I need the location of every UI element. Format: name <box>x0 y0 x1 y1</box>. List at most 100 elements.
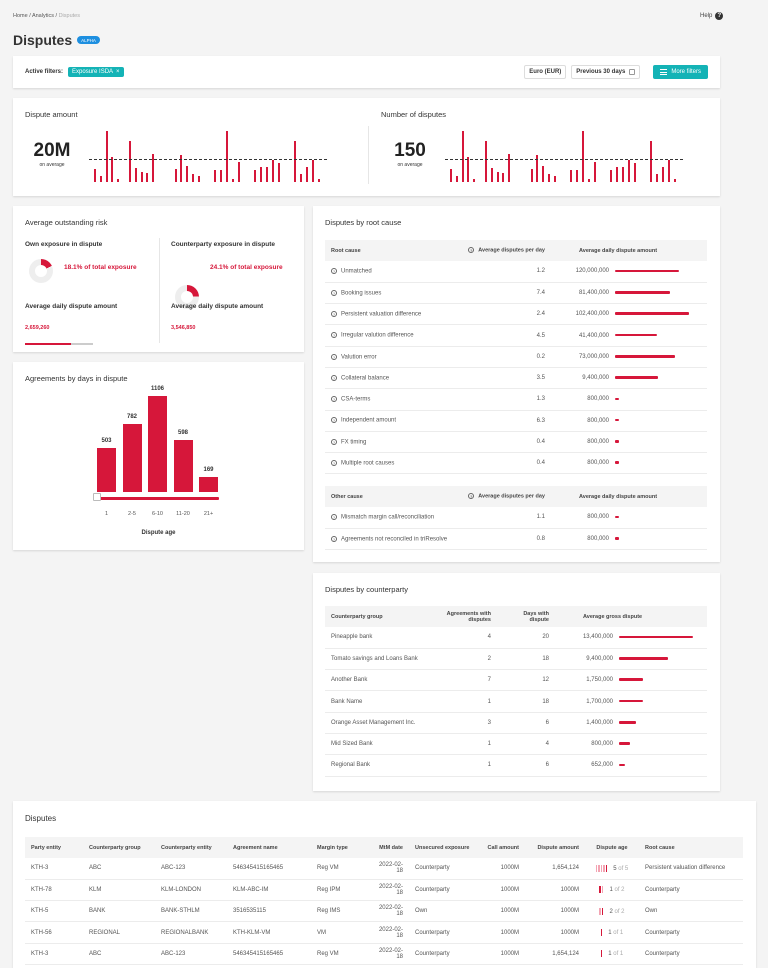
col-avg-disputes[interactable]: ? Average disputes per day <box>459 240 551 261</box>
dispute-row[interactable]: KTH-78 KLM KLM-LONDON KLM-ABC-IM Reg IPM 2022… <box>25 879 743 902</box>
age-range-slider-track[interactable] <box>97 497 219 500</box>
days-cell: 18 <box>497 690 555 713</box>
table-row[interactable]: Bank Name 1 18 1,700,000 <box>325 690 707 713</box>
breadcrumb-home[interactable]: Home <box>13 13 28 19</box>
sparkline-bar <box>306 167 308 182</box>
column-header[interactable]: MtM date <box>369 837 409 858</box>
col-avg-amount[interactable]: Average daily dispute amount <box>551 486 707 507</box>
col-counterparty-group[interactable]: Counterparty group <box>325 606 435 627</box>
help-icon[interactable]: ? <box>331 374 337 381</box>
filter-chip-exposure-isda[interactable]: Exposure ISDA × <box>68 67 124 77</box>
help-icon[interactable]: ? <box>331 514 337 521</box>
period-select[interactable]: Previous 30 days <box>571 65 641 79</box>
column-header[interactable]: Counterparty entity <box>155 837 227 858</box>
column-header[interactable]: Dispute amount <box>525 837 585 858</box>
age-bar[interactable] <box>199 477 218 492</box>
table-row[interactable]: ? Persistent valuation difference 2.4 102,4… <box>325 303 707 326</box>
help-icon[interactable]: ? <box>331 535 337 542</box>
sparkline-bar <box>491 168 493 182</box>
average-line <box>445 159 683 160</box>
table-row[interactable]: Regional Bank 1 6 652,000 <box>325 754 707 777</box>
agreements-cell: 1 <box>435 754 497 777</box>
age-bar[interactable] <box>148 396 167 492</box>
table-row[interactable]: ? Booking issues 7.4 81,400,000 <box>325 282 707 305</box>
column-header[interactable]: Margin type <box>311 837 369 858</box>
help-icon[interactable]: ? <box>331 396 337 403</box>
sparkline-bar <box>300 174 302 182</box>
column-header[interactable]: Call amount <box>479 837 525 858</box>
age-range-slider-handle[interactable] <box>93 493 101 501</box>
help-icon[interactable]: ? <box>331 353 337 360</box>
column-header[interactable]: Counterparty group <box>83 837 155 858</box>
help-icon[interactable]: ? <box>331 332 337 339</box>
col-avg-amount[interactable]: Average daily dispute amount <box>551 240 707 261</box>
table-row[interactable]: ? Unmatched 1.2 120,000,000 <box>325 261 707 283</box>
help-icon[interactable]: ? <box>331 289 337 296</box>
help-icon[interactable]: ? <box>331 268 337 275</box>
dispute-row[interactable]: KTH-56 REGIONAL REGIONALBANK KTH-KLM-VM VM 20… <box>25 921 743 944</box>
age-bar[interactable] <box>173 440 193 492</box>
table-row[interactable]: Another Bank 7 12 1,750,000 <box>325 669 707 692</box>
col-agreements[interactable]: Agreements with disputes <box>435 606 497 627</box>
breadcrumb-analytics[interactable]: Analytics <box>31 13 54 19</box>
amount-bar <box>615 312 689 315</box>
counterparty-exposure-title: Counterparty exposure in dispute <box>171 241 276 248</box>
dispute-row[interactable]: KTH-5 BANK BANK-STHLM 3516535115 Reg IMS 2022… <box>25 900 743 923</box>
table-row[interactable]: ? Valution error 0.2 73,000,000 <box>325 346 707 368</box>
counterparty-title: Disputes by counterparty <box>325 585 408 594</box>
col-avg-disputes[interactable]: ? Average disputes per day <box>459 486 551 507</box>
dispute-age-cell: 1 of 1 <box>585 921 639 944</box>
help-icon[interactable]: ? <box>468 247 475 254</box>
column-header[interactable]: Root cause <box>639 837 743 858</box>
col-root-cause[interactable]: Root cause <box>325 240 459 261</box>
avg-cell: 1.2 <box>459 261 551 283</box>
col-days[interactable]: Days with dispute <box>497 606 555 627</box>
table-row[interactable]: Orange Asset Management Inc. 3 6 1,400,000 <box>325 712 707 734</box>
table-row[interactable]: ? Irregular valution difference 4.5 41,400,… <box>325 324 707 347</box>
column-header[interactable]: Party entity <box>25 837 83 858</box>
column-header[interactable]: Unsecured exposure <box>409 837 479 858</box>
avg-cell: 0.4 <box>459 431 551 454</box>
amount-cell: 800,000 <box>551 452 707 475</box>
dispute-amount-kpi: 20M on average <box>25 140 79 168</box>
help-icon[interactable]: ? <box>331 460 337 467</box>
help-icon[interactable]: ? <box>331 438 337 445</box>
sparkline-bar <box>668 160 670 182</box>
table-row[interactable]: ? CSA-terms 1.3 800,000 <box>325 388 707 411</box>
table-row[interactable]: ? Mismatch margin call/reconciliation 1.1 8… <box>325 507 707 529</box>
help-icon[interactable]: ? <box>331 310 337 317</box>
table-row[interactable]: ? Collateral balance 3.5 9,400,000 <box>325 367 707 390</box>
dispute-row[interactable]: KTH-3 ABC ABC-123 546345415165465 Reg VM 2022… <box>25 943 743 965</box>
help-icon[interactable]: ? <box>468 493 475 500</box>
table-row[interactable]: ? FX timing 0.4 800,000 <box>325 431 707 454</box>
currency-select[interactable]: Euro (EUR) <box>524 65 567 79</box>
sparkline-bar <box>111 157 113 182</box>
column-header[interactable]: Dispute age <box>585 837 639 858</box>
col-avg-gross[interactable]: Average gross dispute <box>555 606 707 627</box>
own-amount-value: 2,659,260 <box>25 325 50 331</box>
sparkline-bar <box>467 157 469 182</box>
age-bar[interactable] <box>97 448 116 492</box>
column-header[interactable]: Agreement name <box>227 837 311 858</box>
age-axis-tick: 11-20 <box>176 511 190 517</box>
more-filters-button[interactable]: More filters <box>653 65 708 79</box>
close-icon[interactable]: × <box>116 69 120 75</box>
table-row[interactable]: ? Independent amount 6.3 800,000 <box>325 410 707 432</box>
amount-bar <box>619 678 643 681</box>
age-bar[interactable] <box>122 424 142 492</box>
table-row[interactable]: Tomato savings and Loans Bank 2 18 9,400,00… <box>325 648 707 671</box>
currency-value: Euro (EUR) <box>529 69 562 75</box>
table-row[interactable]: ? Agreements not reconciled in triResolve… <box>325 528 707 551</box>
table-row[interactable]: ? Multiple root causes 0.4 800,000 <box>325 452 707 475</box>
cause-cell: ? Booking issues <box>325 282 459 305</box>
help-icon[interactable]: ? <box>331 417 337 424</box>
cause-cell: ? Mismatch margin call/reconciliation <box>325 507 459 529</box>
amount-cell: 800,000 <box>551 388 707 411</box>
table-row[interactable]: Pineapple bank 4 20 13,400,000 <box>325 627 707 649</box>
table-row[interactable]: Mid Sized Bank 1 4 800,000 <box>325 733 707 756</box>
col-other-cause[interactable]: Other cause <box>325 486 459 507</box>
root-cause-cell: Counterparty <box>639 943 743 965</box>
help-link[interactable]: Help ? <box>700 12 724 20</box>
dispute-row[interactable]: KTH-3 ABC ABC-123 546345415165465 Reg VM 2022… <box>25 858 743 880</box>
amount-bar <box>619 657 668 660</box>
